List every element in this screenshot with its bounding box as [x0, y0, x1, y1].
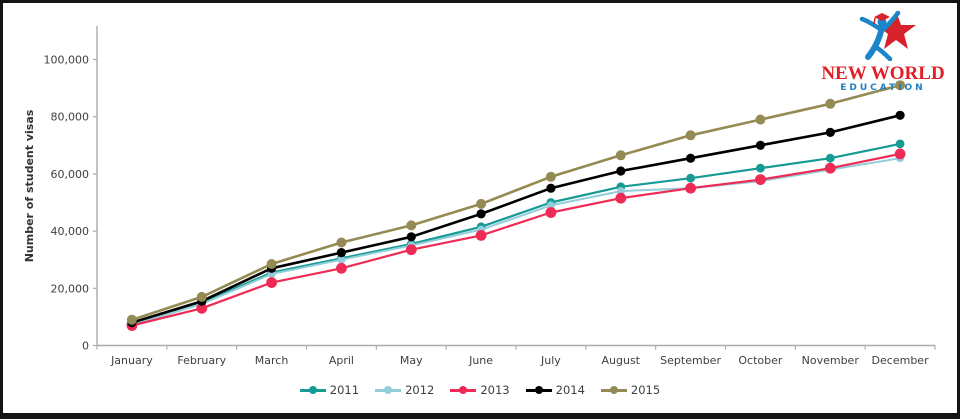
data-series [126, 80, 906, 331]
legend-item-2011: 2011 [299, 383, 360, 397]
data-point [686, 153, 696, 163]
data-point [546, 183, 556, 193]
x-tick-label: February [177, 354, 226, 367]
data-point [616, 187, 625, 196]
data-point [686, 173, 695, 183]
legend-label: 2011 [329, 383, 360, 397]
series-2012 [127, 154, 905, 329]
series-line [131, 152, 901, 327]
x-tick-label: October [738, 354, 782, 367]
legend-marker-icon [299, 386, 326, 395]
data-point [406, 232, 416, 242]
y-axis-title: Number of student visas [23, 109, 36, 262]
legend-item-2015: 2015 [600, 383, 661, 397]
data-point [476, 209, 486, 219]
legend-label: 2013 [480, 383, 510, 397]
legend-label: 2012 [405, 383, 435, 397]
data-point [196, 291, 207, 302]
data-point [615, 192, 627, 204]
series-line [131, 83, 901, 322]
x-tick-label: May [400, 354, 423, 367]
legend-label: 2015 [630, 383, 661, 397]
x-tick-label: July [540, 354, 561, 367]
x-tick-label: November [802, 354, 860, 367]
data-point [266, 259, 277, 269]
series-line [131, 157, 901, 326]
series-2013 [126, 148, 906, 331]
series-2014 [127, 110, 905, 328]
data-point [755, 140, 766, 150]
legend-marker-icon [375, 386, 402, 395]
logo-figure-icon [859, 10, 916, 62]
data-point [336, 262, 347, 274]
data-point [755, 174, 766, 186]
data-point [546, 201, 555, 210]
data-point [406, 220, 417, 231]
data-point [266, 277, 277, 288]
logo-text-secondary: EDUCATION [840, 83, 926, 93]
legend-marker-icon [525, 386, 552, 395]
data-point [336, 248, 346, 258]
data-point [755, 114, 766, 125]
y-tick-label: 100,000 [44, 54, 90, 67]
data-point [824, 162, 836, 174]
data-point [894, 148, 906, 160]
series-line [131, 114, 901, 324]
data-point [685, 130, 696, 141]
data-point [337, 255, 346, 264]
data-point [685, 182, 696, 194]
legend-marker-icon [450, 386, 477, 395]
series-2011 [127, 139, 905, 329]
logo: NEW WORLD EDUCATION [819, 9, 947, 94]
data-point [196, 302, 208, 314]
star-icon [876, 11, 916, 49]
data-point [615, 150, 626, 161]
graduation-cap-icon [873, 13, 890, 25]
logo-text-primary: NEW WORLD [821, 63, 945, 84]
x-tick-label: March [255, 354, 289, 367]
x-tick-label: January [110, 354, 153, 367]
x-tick-label: August [602, 354, 641, 367]
data-point [545, 207, 557, 218]
data-point [475, 230, 487, 241]
data-point [895, 80, 906, 91]
legend-marker-icon [600, 386, 627, 395]
data-point [405, 244, 417, 256]
x-tick-label: September [660, 354, 721, 367]
x-tick-label: December [872, 354, 930, 367]
legend-item-2012: 2012 [375, 383, 434, 397]
y-tick-label: 80,000 [51, 111, 90, 124]
data-point [825, 153, 835, 163]
chart-legend: 2011 2012 2013 2014 2015 [3, 383, 957, 397]
y-tick-label: 40,000 [51, 225, 90, 238]
y-tick-label: 20,000 [51, 282, 90, 295]
series-line [131, 142, 901, 326]
data-point [616, 166, 626, 176]
data-point [476, 198, 487, 209]
x-tick-label: April [329, 354, 354, 367]
graduate-person-icon [859, 10, 901, 62]
y-tick-label: 60,000 [51, 168, 90, 181]
data-point [756, 163, 765, 173]
line-chart: Number of student visas 0 20,000 40,000 60,… [23, 26, 936, 367]
legend-item-2014: 2014 [525, 383, 585, 397]
data-point [895, 110, 905, 120]
legend-label: 2014 [555, 383, 585, 397]
data-point [895, 139, 905, 149]
x-tick-label: June [468, 354, 493, 367]
series-2015 [126, 80, 906, 325]
y-tick-label: 0 [82, 340, 89, 353]
data-point [825, 127, 835, 137]
axes: 0 20,000 40,000 60,000 80,000 100,000 January F… [44, 26, 936, 367]
legend-item-2013: 2013 [450, 383, 510, 397]
data-point [825, 98, 836, 109]
data-point [336, 237, 347, 248]
data-point [545, 171, 556, 182]
data-point [126, 314, 137, 325]
